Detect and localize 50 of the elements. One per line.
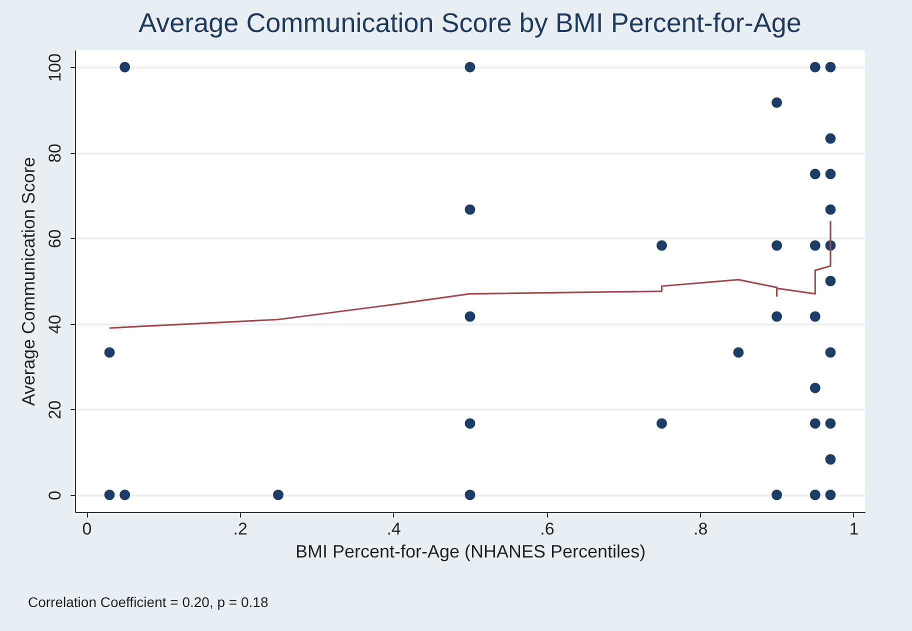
point [810,168,820,180]
point [772,97,782,108]
point [464,311,476,322]
y-tick-label: 0 [46,490,64,500]
point [464,204,476,215]
line-series [108,220,832,329]
point [825,168,836,180]
point [810,418,820,429]
point [772,311,782,322]
point [825,204,836,215]
point [104,490,115,500]
y-tick-label: 60 [46,229,64,248]
x-tick-label: .4 [386,520,401,538]
point [810,62,820,72]
point [825,454,836,465]
point [810,382,820,394]
x-axis-title: BMI Percent-for-Age (NHANES Percentiles) [295,542,646,562]
point [810,311,820,322]
y-tick-label: 40 [46,314,64,334]
x-tick-label: 0 [82,520,92,538]
point [464,418,476,429]
point [825,276,836,286]
point [825,418,836,429]
point [104,347,115,358]
x-tick-label: .2 [233,520,248,538]
point [825,490,836,500]
point [772,240,782,251]
point [810,490,820,500]
y-tick-label: 20 [46,400,64,420]
point [464,490,476,500]
point [825,62,836,72]
point [656,418,667,429]
x-tick-label: .8 [694,520,708,538]
x-tick-label: 1 [849,520,859,538]
point [772,490,782,500]
point [733,347,744,358]
point [120,62,130,72]
y-axis-title: Average Communication Score [18,157,38,406]
point [464,62,476,72]
point [825,347,836,358]
point [825,133,836,144]
y-tick-label: 80 [46,144,64,163]
y-tick-label: 100 [46,53,64,82]
point [656,240,667,251]
x-tick-label: .6 [540,520,554,538]
point [273,490,284,500]
point [120,490,130,500]
text: Correlation Coefficient = 0.20, p = 0.18 [28,594,268,610]
point [810,240,820,251]
chart-title: Average Communication Score by BMI Percent-for-Age [138,8,802,38]
